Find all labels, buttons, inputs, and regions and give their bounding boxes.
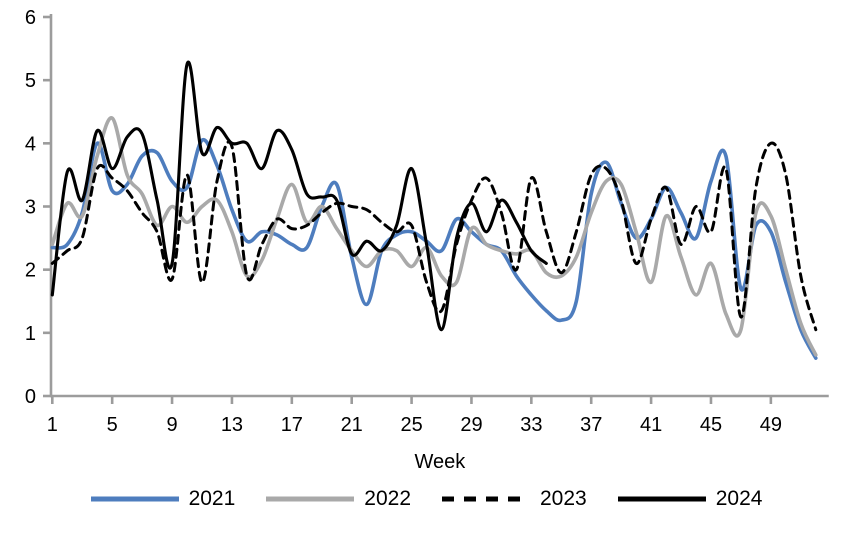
x-tick-label: 17 bbox=[281, 414, 303, 436]
series-line-2024 bbox=[50, 60, 548, 332]
x-tick-label: 25 bbox=[400, 414, 422, 436]
y-tick-label: 6 bbox=[25, 7, 36, 29]
legend-label: 2022 bbox=[364, 487, 411, 510]
x-tick-label: 13 bbox=[221, 414, 243, 436]
legend-label: 2024 bbox=[715, 487, 763, 510]
y-tick-label: 5 bbox=[25, 70, 36, 92]
y-tick-label: 4 bbox=[25, 133, 36, 155]
y-tick-label: 3 bbox=[25, 197, 36, 219]
x-axis-title: Week bbox=[414, 451, 466, 473]
legend-line-2023-icon bbox=[442, 496, 530, 501]
x-tick-label: 9 bbox=[166, 414, 177, 436]
x-tick-label: 29 bbox=[460, 414, 482, 436]
series-lines bbox=[50, 60, 818, 360]
axis-ticks bbox=[43, 15, 773, 404]
legend-label: 2023 bbox=[540, 487, 587, 510]
x-tick-label: 1 bbox=[47, 414, 58, 436]
x-tick-label: 41 bbox=[640, 414, 662, 436]
axes bbox=[49, 14, 829, 398]
x-tick-label: 33 bbox=[520, 414, 542, 436]
y-tick-label: 0 bbox=[25, 386, 36, 408]
legend-item-2021: 2021 bbox=[90, 487, 236, 510]
legend-line-2021-icon bbox=[90, 496, 179, 501]
series-line-2021 bbox=[50, 137, 818, 360]
legend-label: 2021 bbox=[188, 487, 236, 510]
y-tick-label: 1 bbox=[25, 323, 36, 345]
x-tick-label: 5 bbox=[107, 414, 118, 436]
legend-item-2024: 2024 bbox=[617, 487, 763, 510]
legend-item-2023: 2023 bbox=[441, 488, 587, 509]
legend: 2021 2022 2023 2024 bbox=[0, 488, 852, 509]
legend-line-2024-icon bbox=[617, 496, 706, 501]
x-tick-label: 37 bbox=[580, 414, 602, 436]
x-tick-label: 21 bbox=[341, 414, 363, 436]
x-tick-label: 45 bbox=[700, 414, 722, 436]
legend-line-2022-icon bbox=[266, 496, 355, 501]
y-tick-label: 2 bbox=[25, 260, 36, 282]
legend-item-2022: 2022 bbox=[265, 488, 411, 509]
series-line-2022 bbox=[50, 116, 818, 357]
x-tick-label: 49 bbox=[760, 414, 782, 436]
